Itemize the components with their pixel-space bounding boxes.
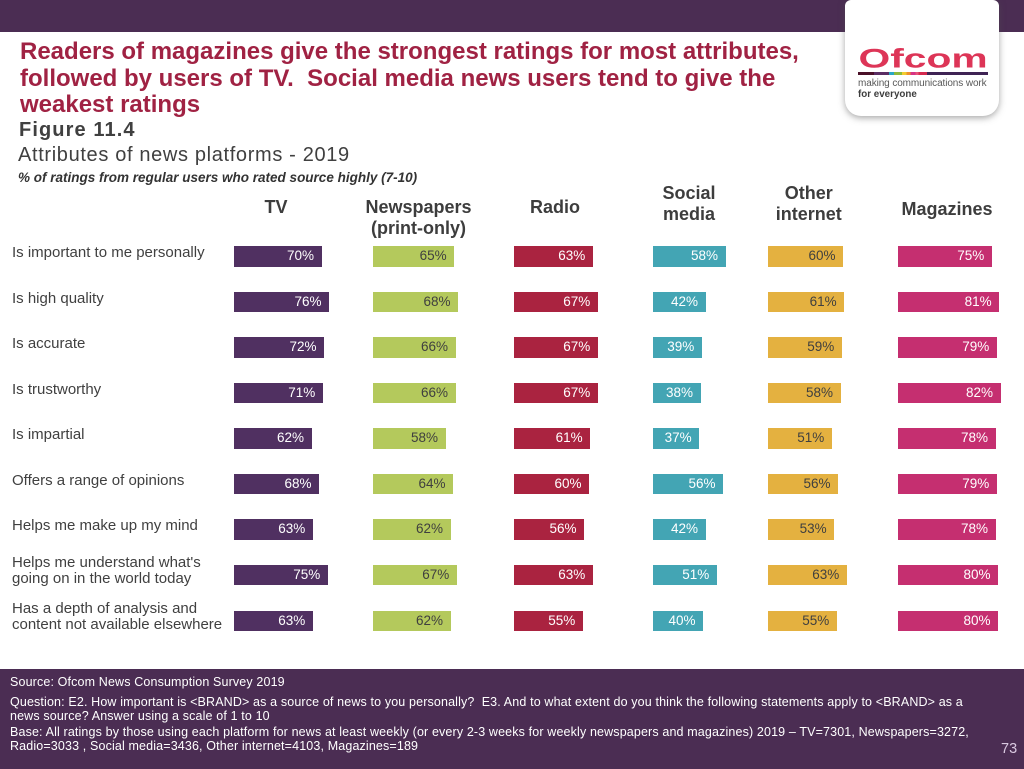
svg-text:Ofcom: Ofcom bbox=[859, 44, 988, 73]
